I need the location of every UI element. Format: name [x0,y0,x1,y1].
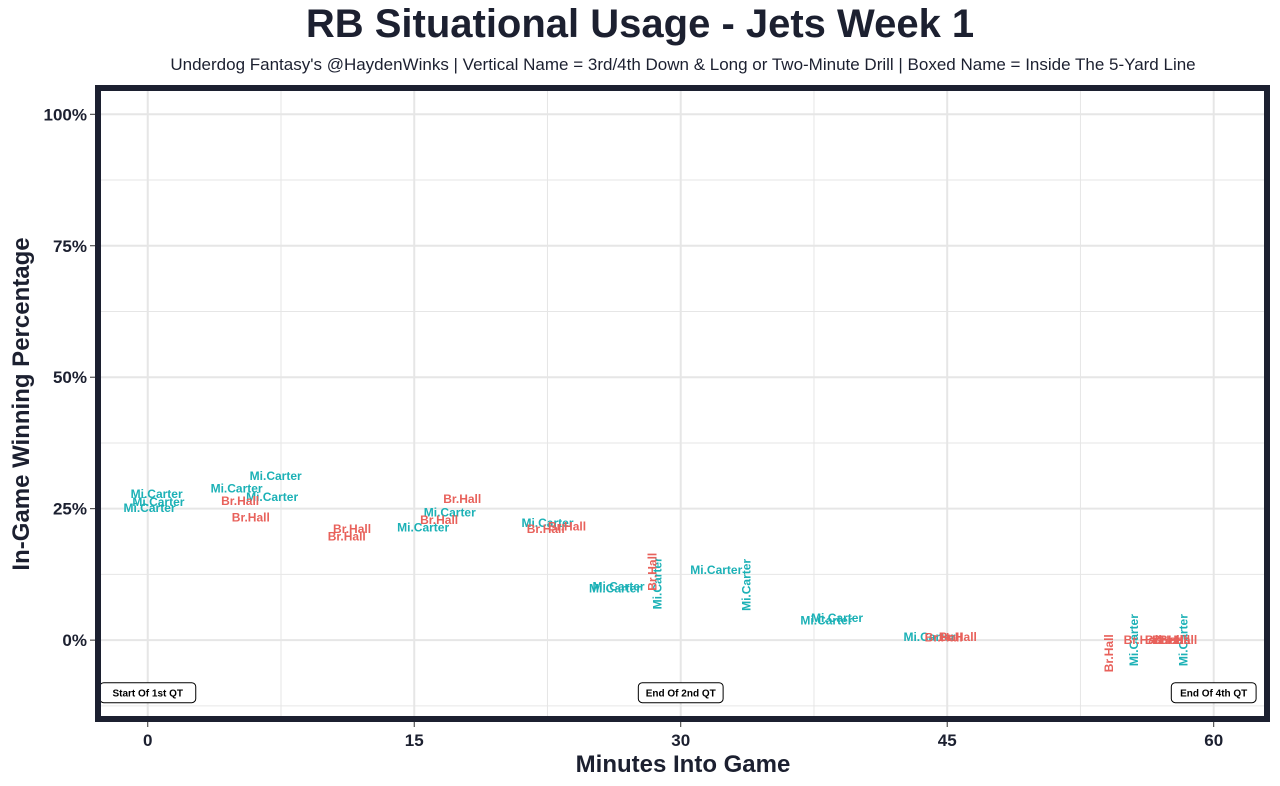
annotation-label: Start Of 1st QT [112,689,183,700]
point-label-br-hall: Br.Hall [645,553,659,591]
point-label-mi-carter: Mi.Carter [903,630,955,644]
grid-lines [98,88,1267,719]
point-label-mi-carter: Mi.Carter [124,501,176,515]
y-tick-label: 75% [53,237,87,256]
point-label-br-hall: Br.Hall [527,522,565,536]
point-label-mi-carter: Mi.Carter [521,516,573,530]
chart-title: RB Situational Usage - Jets Week 1 [305,2,975,46]
point-label-br-hall: Br.Hall [548,520,586,534]
x-tick-label: 0 [143,731,152,750]
x-tick-label: 15 [405,731,424,750]
point-label-mi-carter: Mi.Carter [800,614,852,628]
point-label-br-hall: Br.Hall [1159,633,1197,647]
quarter-annotations: Start Of 1st QT End Of 2nd QT End Of 4th Q… [99,682,1257,704]
point-label-br-hall: Br.Hall [328,530,366,544]
data-labels: Mi.CarterMi.CarterMi.CarterMi.CarterMi.C… [124,469,1198,672]
point-label-mi-carter: Mi.Carter [1177,614,1191,666]
y-tick-label: 100% [44,105,87,124]
annotation-label: End Of 2nd QT [646,689,716,700]
point-label-br-hall: Br.Hall [1152,633,1190,647]
point-label-mi-carter: Mi.Carter [589,582,641,596]
annotation-box [1170,682,1257,704]
y-tick-label: 25% [53,500,87,519]
point-label-mi-carter: Mi.Carter [690,563,742,577]
point-label-br-hall: Br.Hall [420,513,458,527]
x-axis-label: Minutes Into Game [576,751,791,778]
point-label-mi-carter: Mi.Carter [397,521,449,535]
point-label-mi-carter: Mi.Carter [1127,614,1141,666]
y-axis-label: In-Game Winning Percentage [8,237,35,570]
point-label-br-hall: Br.Hall [939,630,977,644]
point-label-mi-carter: Mi.Carter [132,495,184,509]
x-tick-label: 45 [938,731,957,750]
point-label-mi-carter: Mi.Carter [246,490,298,504]
point-label-mi-carter: Mi.Carter [811,611,863,625]
point-label-mi-carter: Mi.Carter [424,505,476,519]
point-label-br-hall: Br.Hall [221,494,259,508]
y-tick-label: 50% [53,368,87,387]
point-label-mi-carter: Mi.Carter [651,557,665,609]
point-label-br-hall: Br.Hall [925,630,963,644]
x-tick-label: 60 [1204,731,1223,750]
point-label-mi-carter: Mi.Carter [739,559,753,611]
annotation-box [637,682,724,704]
point-label-br-hall: Br.Hall [443,492,481,506]
point-label-br-hall: Br.Hall [1124,633,1162,647]
chart-subtitle: Underdog Fantasy's @HaydenWinks | Vertic… [170,55,1196,74]
annotation-label: End Of 4th QT [1180,689,1247,700]
x-tick-label: 30 [671,731,690,750]
axis-ticks: 0 15 30 45 60 0% 25% 50% 75% 100% [44,105,1224,750]
point-label-mi-carter: Mi.Carter [250,469,302,483]
point-label-mi-carter: Mi.Carter [131,487,183,501]
point-label-mi-carter: Mi.Carter [211,482,263,496]
point-label-br-hall: Br.Hall [333,522,371,536]
point-label-br-hall: Br.Hall [1145,633,1183,647]
point-label-mi-carter: Mi.Carter [593,579,645,593]
plot-frame [95,85,1270,722]
point-label-br-hall: Br.Hall [1102,634,1116,672]
y-tick-label: 0% [62,631,87,650]
point-label-br-hall: Br.Hall [232,511,270,525]
